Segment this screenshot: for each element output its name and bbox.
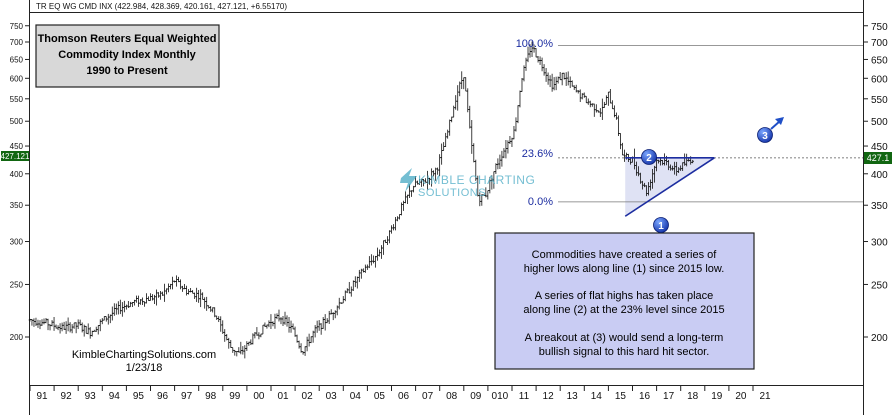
marker-1-label: 1 bbox=[658, 221, 664, 232]
last-price-badge-right: 427.1 bbox=[864, 152, 892, 164]
y-tick-label-right: 350 bbox=[871, 201, 888, 212]
x-tick-label: 16 bbox=[639, 391, 651, 402]
x-tick-label: 92 bbox=[61, 391, 73, 402]
x-tick-label: 12 bbox=[543, 391, 555, 402]
x-tick-label: 09 bbox=[470, 391, 482, 402]
trendline-1 bbox=[624, 157, 715, 217]
fib-label-100: 100.0% bbox=[516, 38, 554, 50]
watermark-line-2: SOLUTIONS bbox=[418, 187, 486, 199]
x-tick-label: 00 bbox=[253, 391, 265, 402]
y-tick-label-right: 500 bbox=[871, 117, 888, 128]
y-tick-label-left: 450 bbox=[10, 142, 24, 151]
x-tick-label: 99 bbox=[229, 391, 241, 402]
x-tick-label: 18 bbox=[687, 391, 699, 402]
last-price-badge-left: 427.121 bbox=[1, 151, 30, 161]
x-tick-label: 01 bbox=[277, 391, 289, 402]
x-tick-label: 21 bbox=[759, 391, 771, 402]
marker-3-label: 3 bbox=[762, 131, 768, 142]
annotation-p2-l1: A series of flat highs has taken place bbox=[535, 290, 714, 302]
y-tick-label-left: 350 bbox=[10, 201, 24, 210]
y-tick-label-right: 700 bbox=[871, 38, 888, 49]
annotation-p3-l2: bullish signal to this hard hit sector. bbox=[539, 346, 710, 358]
annotation-box: Commodities have created a series of hig… bbox=[494, 232, 755, 370]
marker-3: 3 bbox=[757, 127, 773, 143]
x-tick-label: 03 bbox=[326, 391, 338, 402]
last-price-right: 427.1 bbox=[867, 153, 890, 163]
y-tick-label-left: 250 bbox=[10, 280, 24, 289]
y-tick-label-left: 700 bbox=[10, 38, 24, 47]
x-tick-label: 14 bbox=[591, 391, 603, 402]
y-tick-label-right: 250 bbox=[871, 280, 888, 291]
x-tick-label: 06 bbox=[398, 391, 410, 402]
title-line-1: Thomson Reuters Equal Weighted bbox=[38, 33, 217, 45]
title-line-3: 1990 to Present bbox=[86, 65, 168, 77]
trendlines bbox=[624, 157, 715, 217]
marker-2: 2 bbox=[641, 149, 657, 165]
y-axis-ticks: 200 250 300 350 400 450 500 550 600 650 700 750 200 2… bbox=[10, 22, 888, 344]
title-line-2: Commodity Index Monthly bbox=[58, 49, 196, 61]
y-tick-label-left: 400 bbox=[10, 170, 24, 179]
watermark-line-1: KIMBLE CHARTING bbox=[418, 173, 535, 187]
annotation-p2-l2: along line (2) at the 23% level since 20… bbox=[523, 304, 724, 316]
ohlc-bars bbox=[28, 41, 694, 359]
breakout-arrow-icon bbox=[770, 117, 784, 130]
y-tick-label-left: 600 bbox=[10, 74, 24, 83]
x-tick-label: 93 bbox=[85, 391, 97, 402]
x-tick-label: 13 bbox=[567, 391, 579, 402]
x-tick-label: 07 bbox=[422, 391, 434, 402]
y-tick-label-left: 550 bbox=[10, 95, 24, 104]
y-tick-label-left: 750 bbox=[10, 22, 24, 31]
y-tick-label-left: 500 bbox=[10, 117, 24, 126]
y-tick-label-right: 300 bbox=[871, 238, 888, 249]
fib-label-0: 0.0% bbox=[528, 196, 553, 208]
x-tick-label: 11 bbox=[519, 391, 530, 402]
x-tick-label: 96 bbox=[157, 391, 169, 402]
y-tick-label-right: 750 bbox=[871, 22, 888, 33]
y-tick-label-left: 300 bbox=[10, 238, 24, 247]
x-tick-label: 97 bbox=[181, 391, 193, 402]
y-tick-label-right: 400 bbox=[871, 170, 888, 181]
x-tick-label: 15 bbox=[615, 391, 627, 402]
annotation-p1-l1: Commodities have created a series of bbox=[532, 249, 718, 261]
credit-date: 1/23/18 bbox=[126, 362, 163, 374]
x-tick-label: 20 bbox=[735, 391, 747, 402]
marker-2-label: 2 bbox=[646, 153, 652, 164]
watermark-logo: KIMBLE CHARTING SOLUTIONS bbox=[400, 168, 535, 199]
symbol-readout: TR EQ WG CMD INX (422.984, 428.369, 420.… bbox=[36, 2, 287, 11]
x-tick-label: 05 bbox=[374, 391, 386, 402]
x-axis-ticks: 91 92 93 94 95 96 97 98 99 00 01 02 03 04 05 06 07 08 09 01… bbox=[29, 386, 771, 402]
title-box: Thomson Reuters Equal Weighted Commodity… bbox=[35, 24, 220, 88]
x-tick-label: 94 bbox=[109, 391, 121, 402]
x-tick-label: 98 bbox=[205, 391, 217, 402]
annotation-p3-l1: A breakout at (3) would send a long-term bbox=[525, 332, 724, 344]
x-tick-label: 010 bbox=[492, 391, 509, 402]
annotation-p1-l2: higher lows along line (1) since 2015 lo… bbox=[524, 263, 725, 275]
y-tick-label-right: 550 bbox=[871, 95, 888, 106]
marker-1: 1 bbox=[653, 217, 669, 233]
x-tick-label: 02 bbox=[302, 391, 314, 402]
ohlc-bar bbox=[691, 159, 694, 164]
y-tick-label-left: 200 bbox=[10, 333, 24, 342]
x-tick-label: 95 bbox=[133, 391, 145, 402]
x-tick-label: 17 bbox=[663, 391, 675, 402]
last-price-left: 427.121 bbox=[1, 152, 30, 161]
credit-site: KimbleChartingSolutions.com bbox=[72, 349, 216, 361]
y-tick-label-left: 650 bbox=[10, 55, 24, 64]
y-tick-label-right: 200 bbox=[871, 333, 888, 344]
y-tick-label-right: 650 bbox=[871, 55, 888, 66]
x-tick-label: 91 bbox=[36, 391, 48, 402]
x-tick-label: 08 bbox=[446, 391, 458, 402]
x-tick-label: 19 bbox=[711, 391, 723, 402]
y-tick-label-right: 600 bbox=[871, 74, 888, 85]
logo-arrow-icon bbox=[400, 168, 417, 192]
x-tick-label: 04 bbox=[350, 391, 362, 402]
y-tick-label-right: 450 bbox=[871, 142, 888, 153]
fib-label-236: 23.6% bbox=[522, 148, 553, 160]
